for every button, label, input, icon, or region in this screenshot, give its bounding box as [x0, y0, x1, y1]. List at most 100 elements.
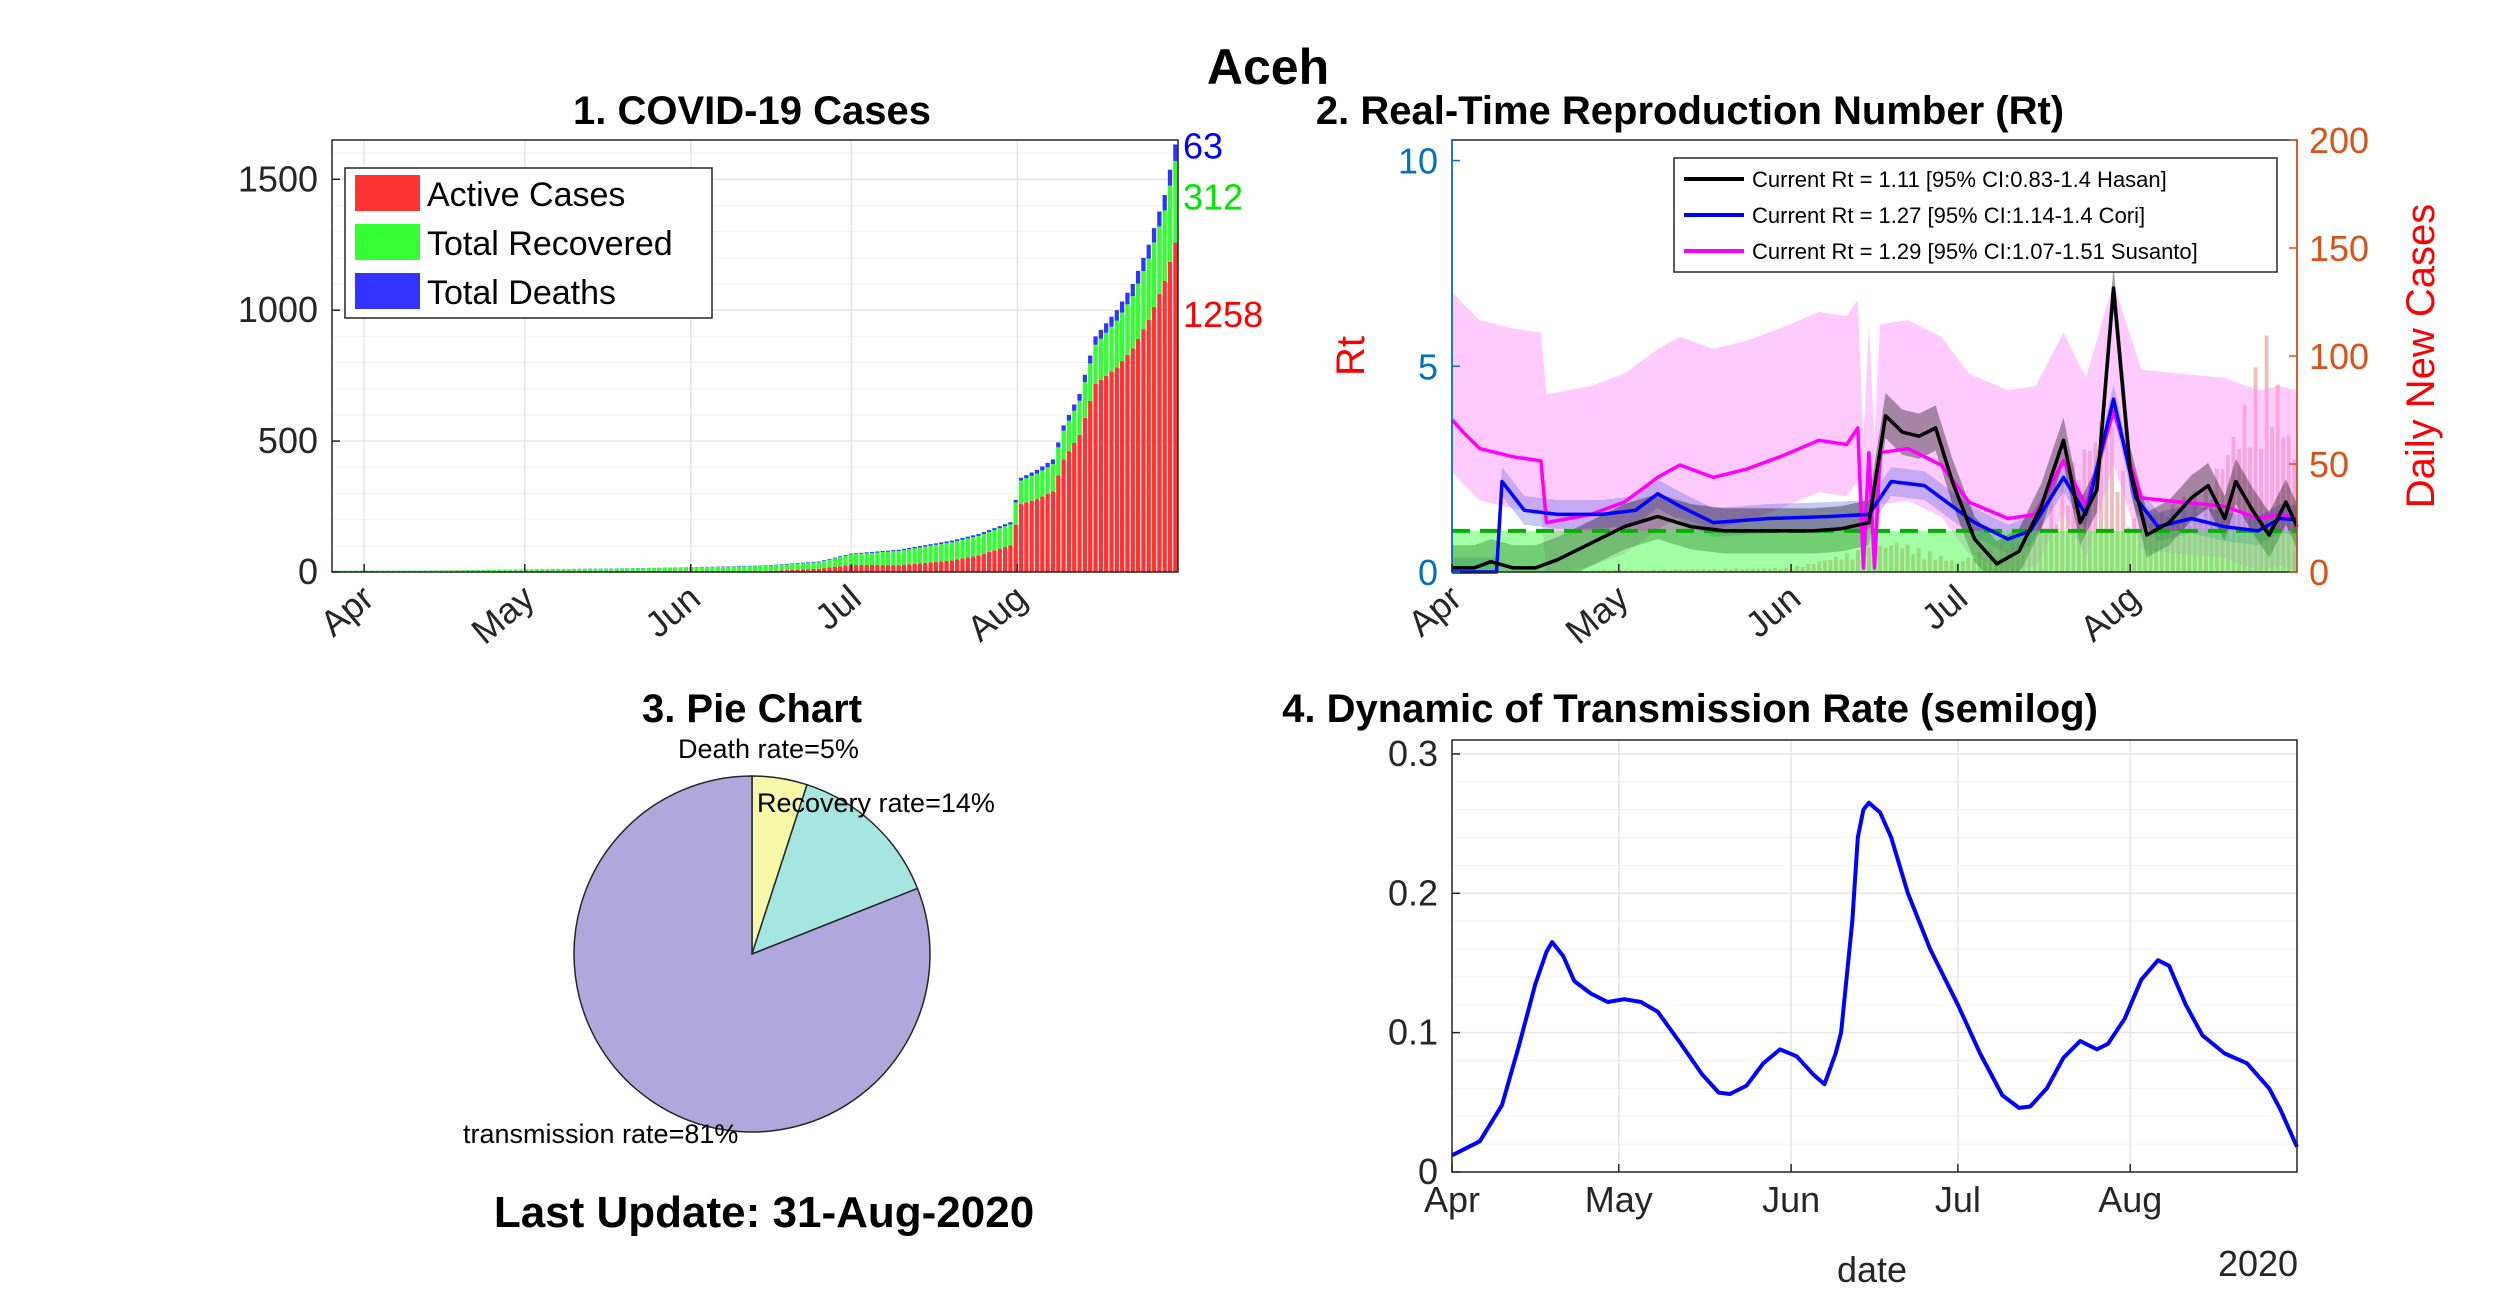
daily-cases-bar: [1701, 568, 1706, 572]
bar-recovered: [848, 554, 853, 565]
bar-deaths: [949, 540, 954, 543]
cases-bar-day: [1034, 469, 1040, 572]
bar-recovered: [1002, 526, 1008, 547]
bar-deaths: [955, 539, 960, 541]
bar-recovered: [1120, 312, 1125, 362]
bar-recovered: [641, 568, 646, 571]
daily-cases-bar: [1590, 570, 1595, 572]
transmission-line: [1451, 800, 2299, 1158]
bar-recovered: [571, 569, 577, 571]
rt-lines: [1450, 286, 2299, 574]
cases-bar-day: [859, 552, 864, 572]
cases-y-tick-label: 500: [258, 420, 318, 461]
daily-cases-bar: [1784, 567, 1789, 572]
bar-active: [1135, 338, 1141, 572]
bar-recovered: [417, 570, 422, 572]
bar-deaths: [838, 556, 843, 558]
bar-deaths: [928, 544, 933, 546]
cases-bar-day: [976, 534, 981, 572]
daily-cases-bar: [1629, 569, 1634, 572]
rt-legend[interactable]: Current Rt = 1.11 [95% CI:0.83-1.4 Hasan…: [1673, 157, 2278, 273]
bar-recovered: [1146, 258, 1151, 321]
bar-deaths: [1114, 310, 1119, 321]
bar-deaths: [832, 557, 837, 559]
bar-recovered: [827, 559, 832, 568]
daily-cases-bar: [2115, 491, 2120, 572]
cases-x-tick-label: May: [463, 577, 541, 652]
bar-deaths: [1093, 336, 1098, 345]
cases-bar-day: [806, 562, 811, 572]
daily-cases-bar: [2286, 435, 2291, 572]
cases-bar-day: [1130, 284, 1135, 572]
bar-deaths: [1061, 425, 1066, 431]
daily-cases-bar: [2104, 442, 2109, 572]
bar-recovered: [502, 569, 508, 571]
bar-recovered: [1008, 524, 1013, 546]
daily-cases-bar: [2165, 516, 2170, 572]
bar-active: [1034, 499, 1040, 572]
bar-recovered: [1029, 475, 1034, 501]
bar-active: [1141, 329, 1146, 572]
daily-cases-bar: [1690, 569, 1695, 572]
bar-deaths: [859, 552, 864, 554]
bar-recovered: [1045, 467, 1050, 495]
bar-recovered: [529, 569, 534, 571]
rt-chart-title: 2. Real-Time Reproduction Number (Rt): [1316, 89, 2064, 133]
cases-bar-day: [1114, 310, 1119, 572]
daily-cases-bar: [1944, 560, 1949, 572]
daily-cases-bar: [2071, 461, 2076, 572]
bar-active: [1024, 502, 1029, 572]
daily-cases-bar: [2093, 442, 2098, 572]
bar-recovered: [891, 551, 896, 566]
bar-deaths: [1130, 284, 1135, 297]
cases-end-labels: 63 312 1258: [1183, 125, 1263, 335]
daily-cases-bar: [2076, 479, 2081, 572]
bar-active: [811, 568, 816, 572]
rt-right-tick-label: 50: [2309, 444, 2349, 485]
cases-bar-day: [923, 545, 928, 572]
bar-recovered: [385, 570, 390, 572]
rt-chart: 2. Real-Time Reproduction Number (Rt) 0 5…: [1316, 89, 2443, 652]
cases-chart-title: 1. COVID-19 Cases: [573, 89, 931, 133]
cases-bar-day: [1093, 336, 1098, 572]
bar-active: [832, 566, 837, 572]
bar-active: [912, 563, 917, 572]
transmission-y-tick-label: 0.2: [1388, 872, 1438, 913]
bar-recovered: [944, 543, 949, 561]
cases-bar-day: [1056, 442, 1061, 572]
bar-active: [960, 558, 965, 572]
daily-cases-bar: [1889, 545, 1894, 572]
bar-active: [838, 566, 843, 572]
bar-recovered: [779, 564, 784, 571]
bar-recovered: [545, 569, 550, 571]
bar-recovered: [939, 543, 944, 562]
bar-active: [816, 568, 821, 572]
cases-bar-day: [965, 536, 970, 572]
bar-deaths: [944, 541, 949, 544]
bar-recovered: [433, 570, 438, 572]
bar-recovered: [391, 570, 396, 572]
bar-active: [1077, 434, 1082, 572]
bar-deaths: [1072, 404, 1077, 411]
bar-recovered: [1072, 410, 1077, 444]
cases-bar-day: [1002, 524, 1008, 572]
bar-recovered: [1167, 185, 1173, 262]
bar-recovered: [566, 569, 571, 571]
bar-recovered: [534, 569, 539, 571]
bar-deaths: [885, 550, 891, 552]
bar-active: [971, 556, 976, 572]
daily-cases-bar: [1640, 569, 1645, 572]
bar-recovered: [518, 569, 524, 571]
bar-recovered: [1013, 502, 1018, 525]
bar-recovered: [635, 568, 641, 571]
daily-cases-bar: [1828, 559, 1833, 572]
transmission-x-tick-label: May: [1585, 1179, 1653, 1220]
daily-cases-bar: [2275, 384, 2280, 572]
bar-recovered: [582, 568, 587, 571]
cases-legend[interactable]: Active Cases Total Recovered Total Death…: [344, 167, 713, 319]
bar-recovered: [673, 567, 678, 571]
bar-deaths: [986, 530, 992, 533]
daily-cases-bar: [1662, 569, 1667, 572]
cases-bar-day: [1045, 462, 1050, 572]
bar-recovered: [806, 562, 811, 570]
